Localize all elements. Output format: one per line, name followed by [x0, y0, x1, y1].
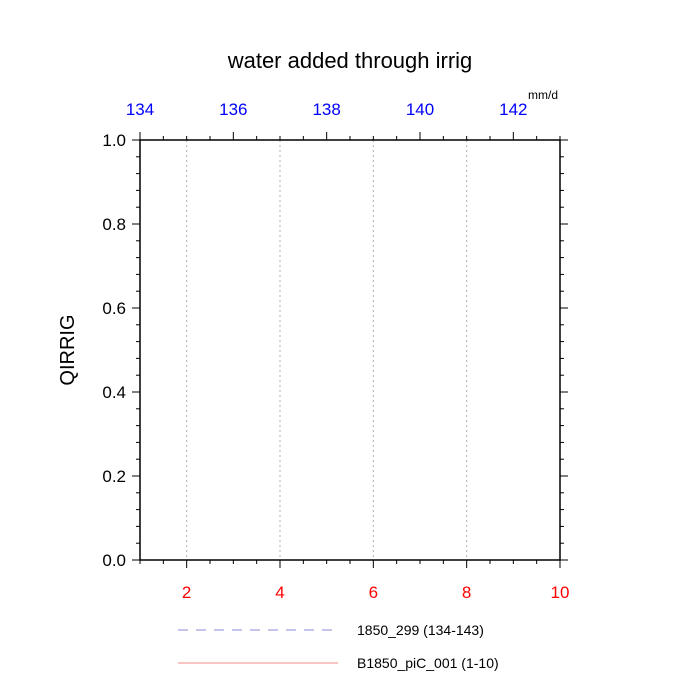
axes	[139, 139, 561, 561]
plot-frame	[139, 139, 561, 561]
units-label: mm/d	[528, 88, 558, 102]
x-bottom-tick-label: 8	[462, 583, 471, 602]
legend-label: 1850_299 (134-143)	[357, 622, 484, 638]
x-bottom-tick-label: 2	[182, 583, 191, 602]
y-tick-label: 0.8	[102, 215, 126, 234]
legend: 1850_299 (134-143) B1850_piC_001 (1-10)	[178, 622, 499, 671]
y-tick-label: 0.6	[102, 299, 126, 318]
y-tick-label: 0.0	[102, 551, 126, 570]
x-top-tick-label: 134	[126, 100, 154, 119]
legend-label: B1850_piC_001 (1-10)	[357, 655, 499, 671]
x-bottom-tick-label: 4	[275, 583, 284, 602]
x-top-tick-label: 142	[499, 100, 527, 119]
chart-title: water added through irrig	[227, 48, 473, 73]
x-bottom-tick-label: 6	[369, 583, 378, 602]
x-bottom-tick-label: 10	[551, 583, 570, 602]
y-tick-label: 0.2	[102, 467, 126, 486]
tick-labels: 0.0 0.2 0.4 0.6 0.8 1.0 2 4 6 8 10 134 136 138 140 142	[102, 100, 569, 602]
y-tick-label: 0.4	[102, 383, 126, 402]
x-top-tick-label: 140	[406, 100, 434, 119]
y-tick-label: 1.0	[102, 131, 126, 150]
x-top-tick-label: 136	[219, 100, 247, 119]
y-axis-label: QIRRIG	[57, 314, 79, 385]
ticks	[132, 132, 568, 568]
grid-lines	[186, 140, 468, 560]
x-top-tick-label: 138	[312, 100, 340, 119]
